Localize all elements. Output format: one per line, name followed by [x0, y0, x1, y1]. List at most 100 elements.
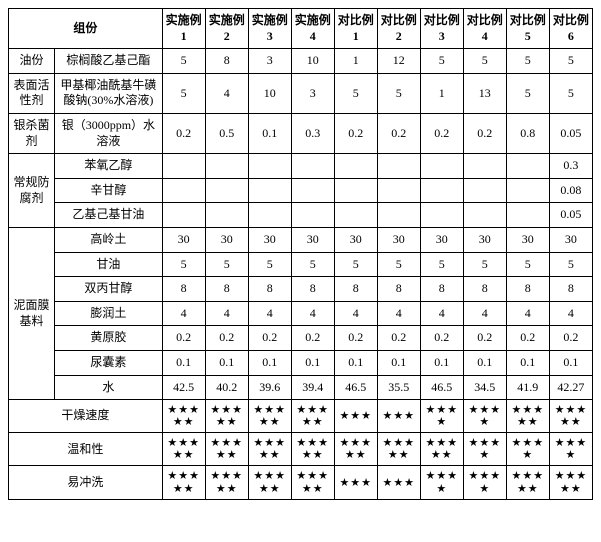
table-row: 油份棕榈酸乙基己酯583101125555: [9, 49, 593, 74]
value-cell: 0.2: [162, 326, 205, 351]
section-label: 银杀菌剂: [9, 113, 55, 153]
value-cell: 0.2: [549, 326, 592, 351]
rating-row: 干燥速度★★★★★★★★★★★★★★★★★★★★★★★★★★★★★★★★★★★★…: [9, 400, 593, 433]
value-cell: [463, 178, 506, 203]
rating-cell: ★★★★★: [549, 466, 592, 499]
value-cell: 4: [506, 301, 549, 326]
ingredient-name: 水: [55, 375, 163, 400]
value-cell: [377, 203, 420, 228]
value-cell: 42.5: [162, 375, 205, 400]
value-cell: 0.2: [205, 326, 248, 351]
table-row: 银杀菌剂银（3000ppm）水溶液0.20.50.10.30.20.20.20.…: [9, 113, 593, 153]
rating-cell: ★★★★★: [377, 433, 420, 466]
value-cell: 4: [377, 301, 420, 326]
value-cell: 46.5: [334, 375, 377, 400]
ingredient-name: 棕榈酸乙基己酯: [55, 49, 163, 74]
value-cell: 5: [506, 49, 549, 74]
value-cell: [291, 154, 334, 179]
value-cell: 8: [463, 277, 506, 302]
table-row: 水42.540.239.639.446.535.546.534.541.942.…: [9, 375, 593, 400]
rating-cell: ★★★★★: [162, 400, 205, 433]
value-cell: 0.5: [205, 113, 248, 153]
value-cell: 5: [291, 252, 334, 277]
header-col: 对比例6: [549, 9, 592, 49]
ingredient-name: 甲基椰油酰基牛磺酸钠(30%水溶液): [55, 73, 163, 113]
value-cell: 5: [506, 252, 549, 277]
value-cell: [463, 203, 506, 228]
value-cell: 4: [334, 301, 377, 326]
table-row: 黄原胶0.20.20.20.20.20.20.20.20.20.2: [9, 326, 593, 351]
value-cell: 5: [377, 252, 420, 277]
value-cell: 8: [205, 277, 248, 302]
value-cell: 0.2: [291, 326, 334, 351]
rating-cell: ★★★: [334, 400, 377, 433]
table-row: 甘油5555555555: [9, 252, 593, 277]
value-cell: 4: [205, 301, 248, 326]
value-cell: 5: [549, 49, 592, 74]
value-cell: 0.2: [334, 113, 377, 153]
value-cell: 0.2: [377, 113, 420, 153]
table-row: 表面活性剂甲基椰油酰基牛磺酸钠(30%水溶液)541035511355: [9, 73, 593, 113]
header-col: 对比例2: [377, 9, 420, 49]
header-col: 对比例4: [463, 9, 506, 49]
rating-cell: ★★★★★: [549, 400, 592, 433]
rating-label: 温和性: [9, 433, 163, 466]
header-col: 实施例1: [162, 9, 205, 49]
value-cell: [420, 154, 463, 179]
value-cell: [291, 178, 334, 203]
value-cell: 40.2: [205, 375, 248, 400]
ingredient-name: 尿囊素: [55, 350, 163, 375]
header-group: 组份: [9, 9, 163, 49]
value-cell: [420, 178, 463, 203]
value-cell: 5: [334, 73, 377, 113]
value-cell: 0.8: [506, 113, 549, 153]
value-cell: [334, 178, 377, 203]
value-cell: 5: [549, 73, 592, 113]
value-cell: 3: [291, 73, 334, 113]
rating-cell: ★★★★: [420, 466, 463, 499]
ingredient-name: 膨润土: [55, 301, 163, 326]
rating-cell: ★★★★★: [506, 400, 549, 433]
value-cell: 46.5: [420, 375, 463, 400]
value-cell: 0.1: [463, 350, 506, 375]
value-cell: 0.1: [506, 350, 549, 375]
rating-cell: ★★★★: [549, 433, 592, 466]
table-row: 泥面膜基料高岭土30303030303030303030: [9, 227, 593, 252]
value-cell: 0.2: [334, 326, 377, 351]
value-cell: 8: [205, 49, 248, 74]
value-cell: 35.5: [377, 375, 420, 400]
rating-cell: ★★★★★: [248, 433, 291, 466]
value-cell: 0.2: [463, 326, 506, 351]
value-cell: 30: [162, 227, 205, 252]
rating-cell: ★★★: [377, 466, 420, 499]
rating-cell: ★★★★★: [248, 400, 291, 433]
ingredient-name: 辛甘醇: [55, 178, 163, 203]
value-cell: [162, 154, 205, 179]
value-cell: 8: [291, 277, 334, 302]
value-cell: [420, 203, 463, 228]
header-col: 对比例3: [420, 9, 463, 49]
section-label: 油份: [9, 49, 55, 74]
value-cell: 0.2: [162, 113, 205, 153]
value-cell: 41.9: [506, 375, 549, 400]
section-label: 泥面膜基料: [9, 227, 55, 399]
header-col: 实施例3: [248, 9, 291, 49]
rating-cell: ★★★: [334, 466, 377, 499]
value-cell: 0.1: [162, 350, 205, 375]
value-cell: 8: [334, 277, 377, 302]
value-cell: 5: [334, 252, 377, 277]
value-cell: 0.2: [506, 326, 549, 351]
value-cell: 30: [377, 227, 420, 252]
value-cell: [162, 178, 205, 203]
ingredient-name: 甘油: [55, 252, 163, 277]
value-cell: [506, 203, 549, 228]
value-cell: 0.1: [205, 350, 248, 375]
value-cell: 30: [549, 227, 592, 252]
value-cell: [334, 154, 377, 179]
value-cell: [506, 154, 549, 179]
rating-cell: ★★★★★: [162, 433, 205, 466]
value-cell: 0.1: [248, 350, 291, 375]
rating-cell: ★★★★★: [205, 400, 248, 433]
table-row: 双丙甘醇8888888888: [9, 277, 593, 302]
value-cell: 5: [549, 252, 592, 277]
